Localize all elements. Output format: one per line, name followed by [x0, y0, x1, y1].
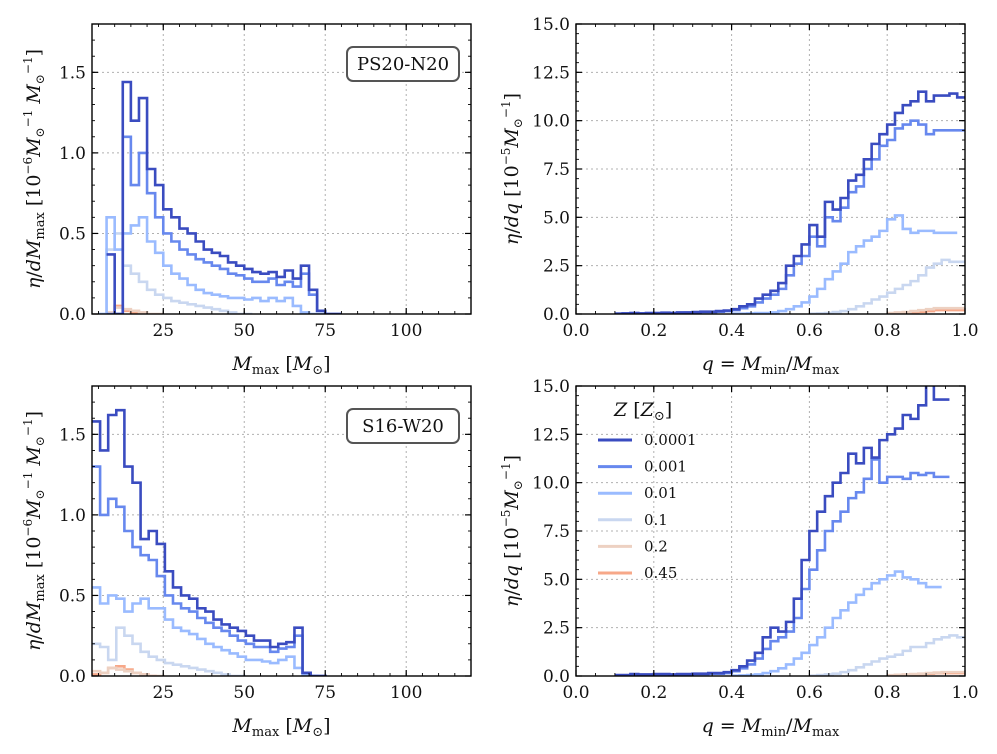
legend: Z [Z⊙] 0.0001 0.001 0.01 0.1 0.2 0.45 [598, 399, 697, 582]
series-line-0.01 [92, 586, 319, 676]
legend-title: Z [Z⊙] [613, 399, 672, 424]
series-line-0.01 [731, 570, 942, 676]
x-tick-label: 0.0 [562, 321, 589, 341]
y-tick-label: 0.0 [543, 305, 570, 325]
y-tick-label: 5.0 [543, 208, 570, 228]
x-tick-label: 0.6 [796, 683, 823, 703]
y-tick-label: 10.0 [532, 112, 570, 132]
series-line-0.0001 [92, 408, 327, 676]
panel-s16_q: 0.0 0.2 0.4 0.6 0.8 1.0 0.0 2.5 5.0 7.5 10.0 12.5 15… [499, 377, 979, 740]
y-tick-label: 1.5 [59, 425, 86, 445]
legend-label-0.1: 0.1 [644, 511, 668, 529]
series-line-0.01 [98, 216, 326, 314]
x-axis-label: q = Mmin/Mmax [702, 353, 840, 378]
x-tick-label: 25 [152, 683, 174, 703]
y-tick-label: 0.5 [59, 586, 86, 606]
series-line-0.1 [809, 258, 965, 314]
x-tick-label: 1.0 [951, 321, 978, 341]
series-group [614, 386, 965, 676]
legend-label-0.01: 0.01 [644, 484, 677, 502]
legend-label-0.0001: 0.0001 [644, 431, 697, 449]
legend-label-0.001: 0.001 [644, 458, 687, 476]
x-axis-label: Mmax [M⊙] [231, 715, 330, 740]
x-tick-label: 0.4 [718, 321, 745, 341]
x-axis-label: q = Mmin/Mmax [702, 715, 840, 740]
y-tick-label: 0.5 [59, 224, 86, 244]
series-line-0.01 [731, 214, 958, 314]
y-axis-label: η/dMmax [10−6M⊙−1 M⊙−1] [21, 49, 48, 289]
y-tick-label: 15.0 [532, 377, 570, 397]
y-tick-label: 7.5 [543, 160, 570, 180]
panel-s16_mmax: 25 50 75 100 0.0 0.5 1.0 1.5 Mmax [M⊙] η/dMmax [1… [21, 385, 472, 740]
y-tick-label: 0.0 [59, 305, 86, 325]
x-tick-label: 0.6 [796, 321, 823, 341]
series-line-0.2 [887, 670, 965, 676]
x-tick-label: 0.4 [718, 683, 745, 703]
x-tick-label: 0.0 [562, 683, 589, 703]
y-tick-label: 12.5 [532, 63, 570, 83]
series-line-0.0001 [106, 80, 342, 314]
series-line-0.1 [92, 626, 246, 676]
series-line-0.0001 [614, 386, 950, 676]
y-tick-label: 10.0 [532, 474, 570, 494]
series-group [98, 80, 342, 314]
y-tick-label: 0.0 [59, 667, 86, 687]
x-tick-label: 1.0 [951, 683, 978, 703]
annotation-label: PS20-N20 [357, 54, 449, 75]
x-tick-label: 0.8 [874, 683, 901, 703]
series-group [614, 90, 965, 314]
annotation-box [346, 408, 460, 444]
y-tick-label: 1.0 [59, 144, 86, 164]
annotation-box [346, 46, 460, 82]
y-tick-label: 2.5 [543, 619, 570, 639]
y-tick-label: 1.0 [59, 506, 86, 526]
series-group [92, 408, 327, 676]
x-tick-label: 100 [390, 683, 422, 703]
legend-label-0.45: 0.45 [644, 564, 677, 582]
y-tick-label: 5.0 [543, 570, 570, 590]
x-tick-label: 25 [152, 321, 174, 341]
y-tick-label: 15.0 [532, 15, 570, 35]
legend-label-0.2: 0.2 [644, 537, 668, 555]
series-line-0.2 [92, 666, 165, 676]
x-axis-label: Mmax [M⊙] [231, 353, 330, 378]
y-axis-label: η/dq [10−5M⊙−1] [499, 455, 525, 607]
series-line-0.001 [106, 135, 342, 314]
y-tick-label: 7.5 [543, 522, 570, 542]
x-tick-label: 50 [233, 683, 255, 703]
y-tick-label: 0.0 [543, 667, 570, 687]
y-tick-label: 2.5 [543, 257, 570, 277]
x-tick-label: 0.8 [874, 321, 901, 341]
series-line-0.2 [887, 306, 965, 314]
y-tick-label: 12.5 [532, 425, 570, 445]
x-tick-label: 75 [314, 321, 336, 341]
series-line-0.001 [92, 465, 327, 676]
series-line-0.0001 [614, 90, 965, 314]
x-tick-label: 0.2 [640, 321, 667, 341]
y-tick-label: 1.5 [59, 63, 86, 83]
series-line-0.1 [809, 634, 965, 676]
x-tick-label: 75 [314, 683, 336, 703]
panel-ps20_mmax: 25 50 75 100 0.0 0.5 1.0 1.5 Mmax [M⊙] η/dMmax [1… [21, 23, 472, 378]
panel-ps20_q: 0.0 0.2 0.4 0.6 0.8 1.0 0.0 2.5 5.0 7.5 10.0 12.5 15… [499, 15, 979, 378]
y-axis-label: η/dq [10−5M⊙−1] [499, 93, 525, 245]
annotation-label: S16-W20 [362, 416, 444, 437]
y-axis-label: η/dMmax [10−6M⊙−1 M⊙−1] [21, 411, 48, 651]
x-tick-label: 0.2 [640, 683, 667, 703]
x-tick-label: 100 [390, 321, 422, 341]
x-tick-label: 50 [233, 321, 255, 341]
